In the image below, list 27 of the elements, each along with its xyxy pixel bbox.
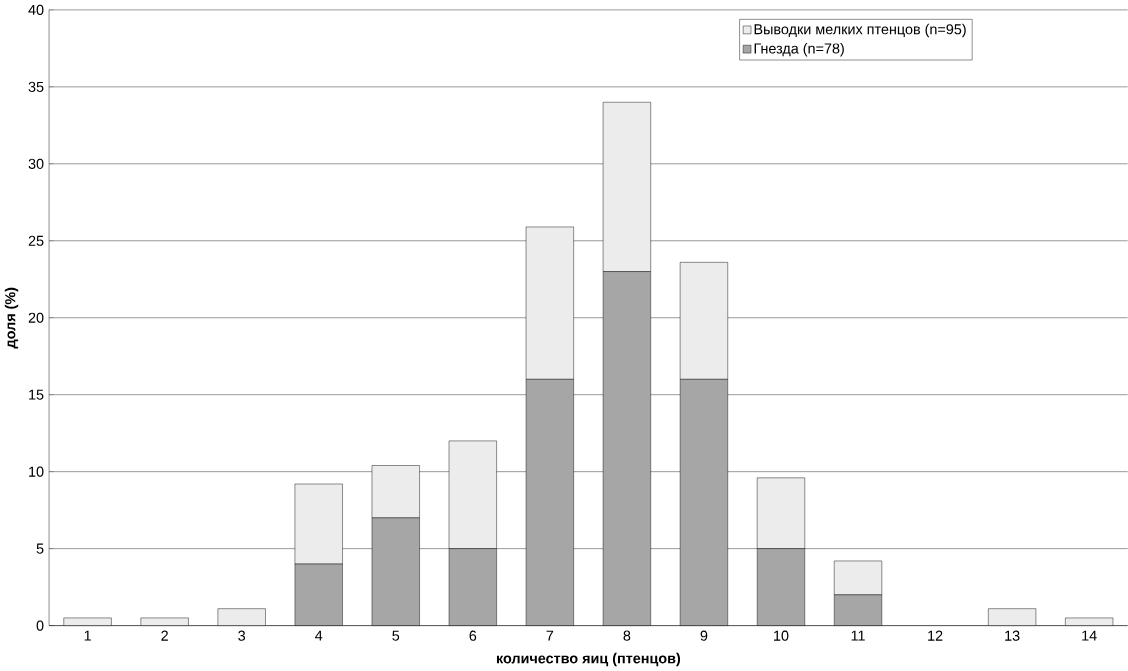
x-tick-label: 2 xyxy=(161,630,168,641)
x-tick-label: 6 xyxy=(469,630,477,641)
x-tick-label: 13 xyxy=(1005,630,1020,641)
x-tick-label: 8 xyxy=(623,630,631,641)
x-tick-label: 4 xyxy=(315,630,323,641)
y-tick-label: 5 xyxy=(36,543,44,554)
x-tick-label: 14 xyxy=(1082,630,1097,641)
y-tick-label: 10 xyxy=(29,466,44,477)
x-tick-label: 11 xyxy=(851,630,865,641)
y-tick-label: 35 xyxy=(28,81,44,92)
legend-label: Выводки мелких птенцов (n=95) xyxy=(754,23,966,38)
y-tick-label: 40 xyxy=(28,4,44,15)
legend-label: Гнезда (n=78) xyxy=(754,42,844,57)
y-tick-label: 25 xyxy=(28,235,44,246)
x-tick-label: 3 xyxy=(238,630,246,641)
x-tick-label: 9 xyxy=(700,630,708,641)
y-axis-title: доля (%) xyxy=(4,287,19,349)
y-tick-label: 0 xyxy=(36,620,44,631)
y-tick-label: 20 xyxy=(28,312,44,323)
x-tick-label: 10 xyxy=(774,630,789,641)
y-tick-label: 15 xyxy=(29,389,44,400)
x-tick-label: 12 xyxy=(928,630,943,641)
x-tick-label: 5 xyxy=(392,630,400,641)
x-tick-label: 1 xyxy=(84,630,91,641)
y-tick-label: 30 xyxy=(28,158,44,169)
x-tick-label: 7 xyxy=(546,630,554,641)
x-axis-title: количество яиц (птенцов) xyxy=(496,652,681,667)
